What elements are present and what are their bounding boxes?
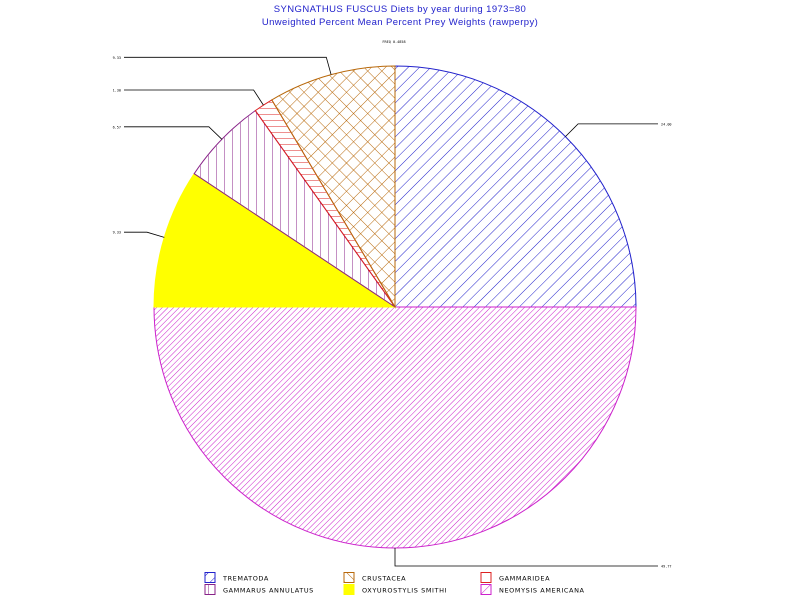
- leader-line-oxyurostylis-smithi: [124, 231, 165, 238]
- slice-label-oxyurostylis-smithi: 9.33: [113, 231, 121, 235]
- slice-label-trematoda: 24.00: [661, 122, 672, 126]
- legend-label-gammarus-annulatus: GAMMARUS ANNULATUS: [223, 587, 314, 595]
- legend-swatch-crustacea: [343, 572, 355, 583]
- pie-slice-neomysis-americana: [153, 306, 637, 549]
- legend-swatch-gammarus-annulatus: [204, 584, 216, 595]
- chart-subtitle: Unweighted Percent Mean Percent Prey Wei…: [262, 17, 538, 28]
- slice-label-gammaridea: 1.30: [113, 88, 121, 92]
- legend-swatch-neomysis-americana: [480, 584, 492, 595]
- leader-line-crustacea: [124, 56, 332, 75]
- legend-label-trematoda: TREMATODA: [222, 575, 269, 583]
- legend-label-gammaridea: GAMMARIDEA: [499, 575, 550, 583]
- pie-slices: [153, 65, 637, 549]
- chart-header-freq: FREQ 0.4858: [382, 40, 405, 44]
- slice-leader-lines: 24.00 49.77 9.33 6.57 1.30 9.33: [113, 56, 672, 569]
- legend-swatch-gammaridea: [480, 572, 492, 583]
- pie-slice-trematoda: [394, 65, 637, 308]
- leader-line-gammarus-annulatus: [124, 126, 223, 140]
- legend-label-crustacea: CRUSTACEA: [362, 575, 406, 583]
- chart-legend: TREMATODA CRUSTACEA GAMMARIDEA GAMMARUS ANN…: [204, 572, 585, 595]
- leader-line-gammaridea: [124, 89, 264, 106]
- leader-line-neomysis-americana: [394, 548, 658, 567]
- slice-label-neomysis-americana: 49.77: [661, 565, 672, 569]
- slice-label-crustacea: 9.33: [113, 56, 121, 60]
- pie-slice-oxyurostylis-smithi: [153, 173, 397, 308]
- legend-label-oxyurostylis-smithi: OXYUROSTYLIS SMITHI: [362, 587, 447, 595]
- pie-slice-crustacea: [271, 65, 396, 309]
- legend-swatch-oxyurostylis-smithi: [343, 584, 355, 595]
- slice-label-gammarus-annulatus: 6.57: [113, 125, 121, 129]
- legend-swatch-trematoda: [204, 572, 216, 583]
- leader-line-trematoda: [565, 123, 658, 137]
- chart-title: SYNGNATHUS FUSCUS Diets by year during 1…: [274, 4, 526, 15]
- legend-label-neomysis-americana: NEOMYSIS AMERICANA: [499, 587, 585, 595]
